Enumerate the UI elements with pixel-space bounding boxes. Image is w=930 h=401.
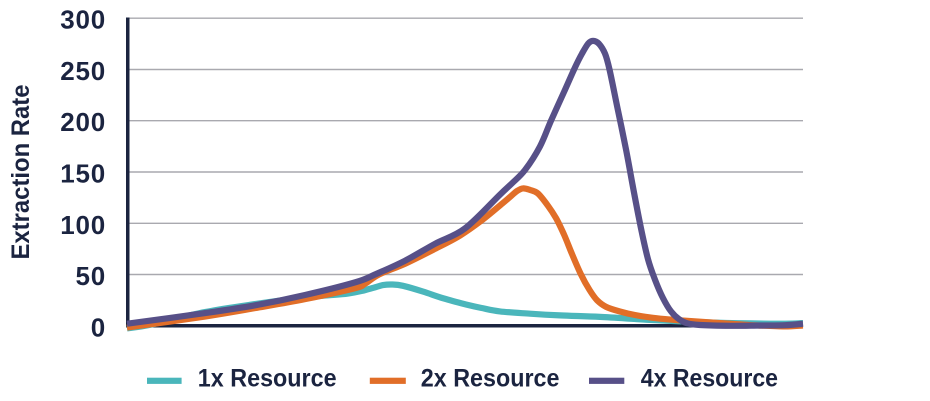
svg-text:4x Resource: 4x Resource [641, 365, 778, 393]
svg-text:150: 150 [60, 159, 106, 189]
svg-text:250: 250 [60, 56, 106, 86]
svg-text:300: 300 [60, 5, 106, 35]
svg-text:Extraction Rate: Extraction Rate [7, 84, 35, 259]
svg-text:50: 50 [75, 261, 106, 291]
svg-text:0: 0 [91, 312, 106, 342]
svg-text:2x Resource: 2x Resource [421, 365, 560, 393]
svg-text:100: 100 [60, 210, 106, 240]
svg-text:200: 200 [60, 107, 106, 137]
svg-text:1x Resource: 1x Resource [198, 365, 337, 393]
